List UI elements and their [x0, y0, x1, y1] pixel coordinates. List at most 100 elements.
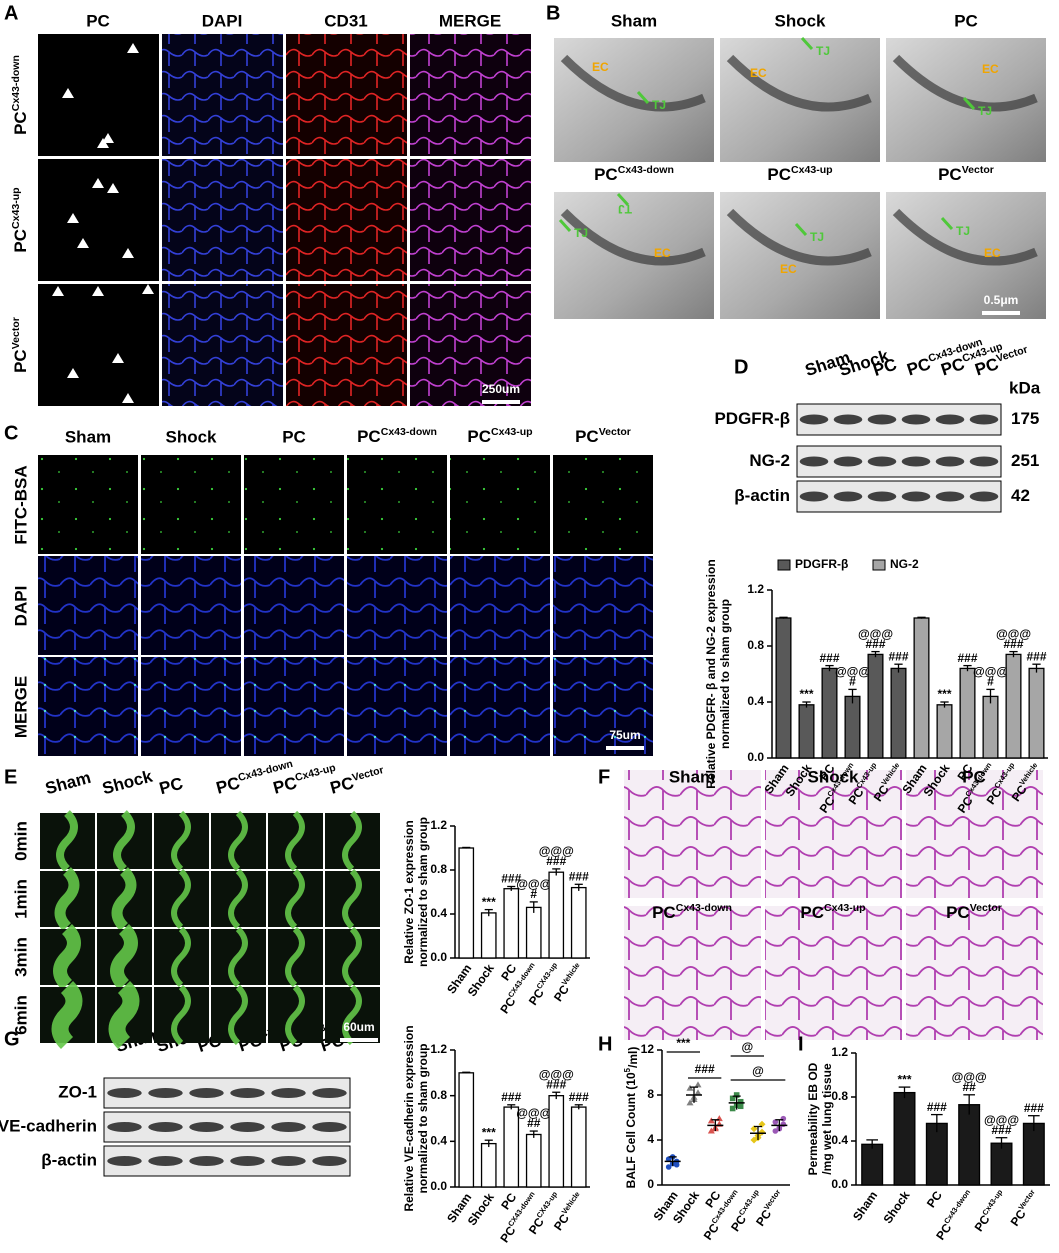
micrograph	[450, 657, 550, 756]
legend-swatch	[872, 559, 886, 571]
significance-label: #	[849, 675, 856, 689]
blot-strip	[103, 1145, 351, 1177]
point	[729, 1105, 736, 1112]
band	[935, 491, 965, 502]
point	[780, 1115, 787, 1122]
x-tick-label-base: PC	[526, 1215, 547, 1237]
vessel	[342, 984, 362, 1046]
ec-tag: EC	[654, 246, 671, 260]
point	[733, 1092, 740, 1098]
y-tick-label: 0.4	[747, 694, 764, 708]
column-header: PC	[157, 774, 185, 798]
pericyte-marker	[112, 353, 124, 363]
image-title-base: PC	[767, 165, 791, 184]
significance-label: ###	[865, 637, 885, 651]
legend-label: NG-2	[890, 557, 919, 571]
point	[673, 1161, 680, 1168]
bar	[958, 1104, 981, 1186]
tj-arrow	[940, 216, 954, 231]
x-tick-label-base: PC	[728, 1212, 749, 1234]
band	[189, 1156, 224, 1166]
pericyte-marker	[52, 286, 64, 296]
vessel	[171, 984, 191, 1046]
pericyte-marker	[142, 284, 154, 294]
x-tick-label-base: PC	[551, 982, 572, 1004]
tj-arrow	[800, 36, 814, 51]
bar	[893, 1091, 916, 1186]
significance-label: @@@	[996, 627, 1031, 641]
row-header: MERGE	[11, 676, 30, 738]
pericyte-marker	[127, 43, 139, 53]
micrograph	[450, 556, 550, 655]
image-title-base: PC	[938, 165, 962, 184]
pericyte-marker	[122, 248, 134, 258]
row-name: PDGFR-β	[714, 409, 790, 428]
vessel	[228, 868, 248, 930]
y-tick-label: 12	[641, 1042, 655, 1056]
significance-label: @@@	[539, 1067, 574, 1081]
significance-label: ###	[1024, 1101, 1044, 1115]
image-title: Shock	[807, 767, 859, 786]
y-axis-title: BALF Cell Count (105/ml)	[623, 1047, 640, 1189]
vessel	[285, 926, 305, 988]
micrograph	[450, 455, 550, 554]
micrograph	[38, 455, 138, 554]
vessel	[111, 867, 137, 931]
vessel	[285, 868, 305, 930]
significance-label: @@@	[516, 1106, 551, 1120]
image-title-base: PC	[652, 903, 676, 922]
y-axis-title-tail: /ml)	[626, 1047, 640, 1068]
tj-tag: TJ	[574, 226, 588, 240]
pericyte-marker	[102, 133, 114, 143]
y-axis-title: Permeability EB OD	[806, 1062, 820, 1175]
band	[148, 1156, 183, 1166]
row-name: β-actin	[41, 1150, 97, 1169]
scale-bar-label: 60um	[343, 1020, 374, 1034]
scale-bar-label: 75um	[609, 728, 640, 742]
x-tick-label-sup: CX43-up	[534, 960, 559, 990]
legend-label: PDGFR-β	[795, 557, 848, 571]
x-tick-label-base: PC	[526, 986, 547, 1008]
vessel	[54, 867, 80, 931]
vessel	[113, 810, 135, 872]
x-tick-label-sup: Cx43-up	[737, 1187, 761, 1217]
ec-tag: EC	[780, 262, 797, 276]
point	[707, 1127, 715, 1134]
vessel	[171, 810, 191, 872]
band	[799, 414, 829, 425]
micrograph	[410, 34, 531, 156]
micrograph	[162, 284, 283, 406]
significance-label: @@@	[858, 627, 893, 641]
pericyte-marker	[77, 238, 89, 248]
bar	[570, 1106, 587, 1188]
micrograph	[553, 556, 653, 655]
row-header: FITC-BSA	[11, 465, 30, 544]
band-size: 251	[1011, 451, 1039, 470]
row-header-base: PC	[11, 349, 30, 373]
band	[189, 1088, 224, 1098]
band	[935, 456, 965, 467]
image-title: Shock	[774, 11, 826, 30]
significance-label: @@@	[516, 877, 551, 891]
point	[729, 1095, 736, 1102]
band	[271, 1088, 306, 1098]
significance-label: @@@	[973, 665, 1008, 679]
y-tick-label: 0.4	[430, 906, 447, 920]
x-tick-label: PCCx43-up	[971, 1187, 1010, 1234]
band	[189, 1122, 224, 1132]
ec-tag: EC	[750, 66, 767, 80]
bar	[861, 1143, 884, 1186]
image-title-base: PC	[800, 903, 824, 922]
y-tick-label: 0.4	[831, 1133, 848, 1147]
bar	[821, 667, 838, 759]
image-title-sup: Cx43-down	[676, 902, 732, 914]
bar	[458, 1072, 475, 1188]
pericyte-marker	[62, 88, 74, 98]
point	[665, 1164, 672, 1170]
bar	[775, 617, 792, 759]
he-micrograph	[906, 770, 1043, 898]
y-axis-title: Relative PDGFR- β and NG-2 expression	[704, 559, 718, 788]
band	[969, 491, 999, 502]
micrograph	[141, 556, 241, 655]
column-header: PCVector	[328, 764, 387, 798]
